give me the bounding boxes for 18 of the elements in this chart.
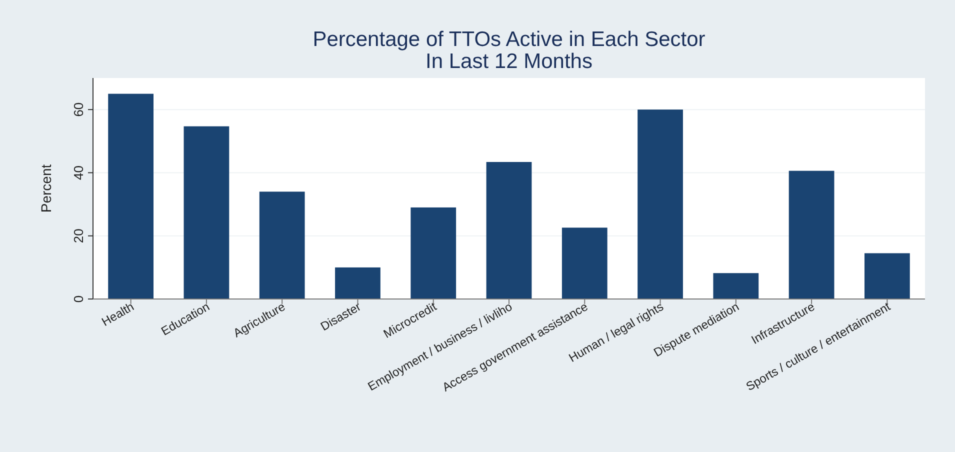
y-tick-label: 0 (71, 295, 86, 303)
chart-subtitle: In Last 12 Months (426, 50, 592, 73)
bar (410, 207, 456, 299)
y-axis-title: Percent (38, 164, 54, 213)
y-tick-label: 40 (71, 165, 86, 180)
bar (184, 126, 230, 299)
y-tick-label: 60 (71, 102, 86, 117)
bar (562, 228, 608, 299)
bar (108, 94, 154, 299)
y-tick-label: 20 (71, 228, 86, 244)
bar (335, 267, 380, 299)
bar (259, 192, 305, 299)
bar (788, 170, 834, 299)
bar (638, 110, 683, 299)
bar (486, 162, 532, 299)
chart-title: Percentage of TTOs Active in Each Sector (312, 28, 706, 51)
bar (864, 253, 910, 299)
bar (713, 273, 759, 299)
